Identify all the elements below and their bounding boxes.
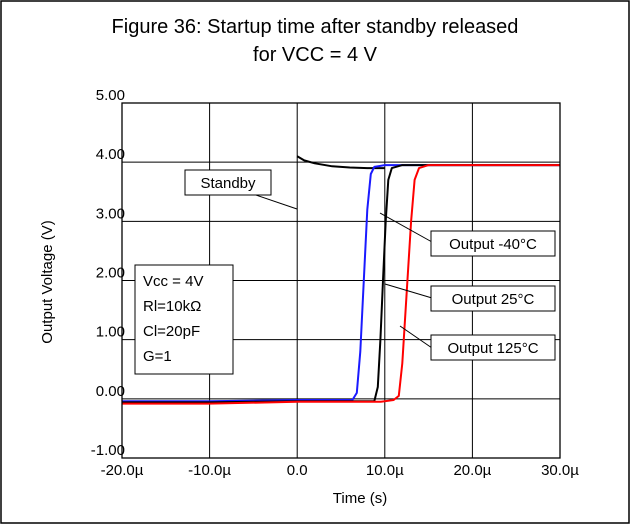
chart-title: Figure 36: Startup time after standby re…: [112, 16, 519, 38]
x-tick-label: 10.0µ: [366, 462, 404, 479]
out-25-box: [430, 285, 556, 312]
plot-area: [121, 102, 561, 459]
x-axis-label: Time (s): [333, 490, 387, 507]
standby-label: Standby: [200, 175, 256, 192]
y-tick-label: 0.00: [96, 383, 125, 400]
condition-cl: Cl=20pF: [143, 323, 200, 340]
x-tick-label: -10.0µ: [188, 462, 231, 479]
x-tick-label: 30.0µ: [541, 462, 579, 479]
conditions-box: [134, 264, 234, 375]
x-tick-label: 0.0: [287, 462, 308, 479]
y-tick-label: 1.00: [96, 324, 125, 341]
series-line-output-125-c: [122, 164, 560, 405]
series-line-output-40-c: [122, 164, 560, 403]
condition-gain: G=1: [143, 348, 172, 365]
y-tick-label: 5.00: [96, 87, 125, 104]
y-axis-label: Output Voltage (V): [39, 220, 56, 343]
out-25-label: Output 25°C: [452, 291, 535, 308]
series-group: [122, 155, 560, 405]
condition-rl: Rl=10kΩ: [143, 298, 201, 315]
out-125-label: Output 125°C: [447, 340, 538, 357]
condition-vcc: Vcc = 4V: [143, 273, 203, 290]
y-tick-label: 4.00: [96, 146, 125, 163]
out-m40-label: Output -40°C: [449, 236, 537, 253]
x-tick-label: -20.0µ: [101, 462, 144, 479]
out-m40-box: [430, 230, 556, 257]
out-125-leader: [399, 325, 433, 349]
standby-box: [184, 169, 272, 196]
y-tick-label: 3.00: [96, 205, 125, 222]
y-tick-label: 2.00: [96, 265, 125, 282]
out-m40-leader: [379, 212, 433, 243]
out-125-box: [430, 334, 556, 361]
chart-subtitle: for VCC = 4 V: [253, 44, 378, 66]
tick-labels: -20.0µ -10.0µ 0.0 10.0µ 20.0µ 30.0µ -1.00 0.00 1…: [91, 87, 579, 479]
series-line-standby: [296, 155, 385, 170]
out-25-leader: [384, 283, 433, 299]
y-tick-label: -1.00: [91, 442, 125, 459]
x-tick-label: 20.0µ: [453, 462, 491, 479]
